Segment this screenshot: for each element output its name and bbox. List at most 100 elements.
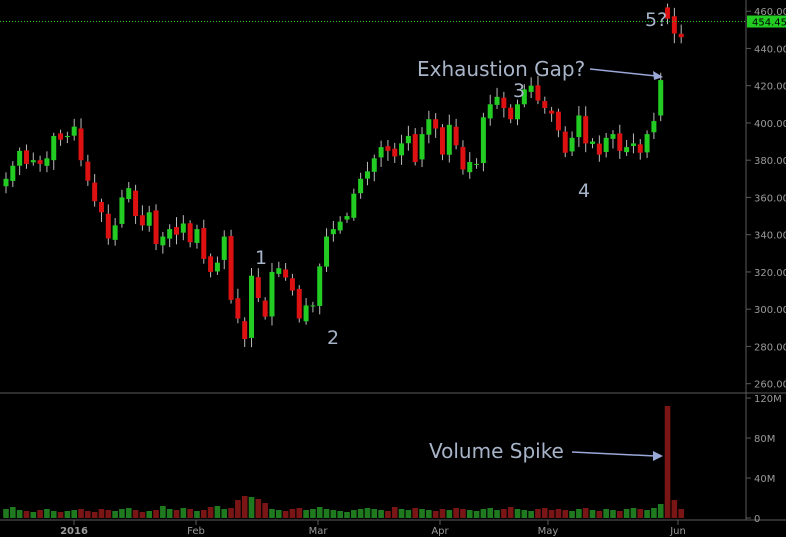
candle-body <box>289 278 295 291</box>
candle-body <box>105 213 111 239</box>
candle-body <box>78 128 84 161</box>
candle-body <box>160 236 166 246</box>
volume-tick-label: 120M <box>754 394 782 405</box>
candle-body <box>337 221 343 231</box>
candlesticks <box>3 3 684 348</box>
volume-bar <box>16 510 23 518</box>
candle-body <box>501 97 507 109</box>
volume-bar <box>446 510 453 518</box>
volume-bar <box>337 511 343 518</box>
volume-bar <box>480 509 487 518</box>
candle-body <box>364 171 370 179</box>
volume-bar <box>98 509 105 518</box>
arrow-volume-spike <box>571 451 656 457</box>
candle-body <box>515 104 520 120</box>
candle-body <box>624 147 630 153</box>
volume-bar <box>351 510 357 518</box>
candle-body <box>678 33 684 38</box>
price-tick-label: 300.00 <box>754 305 786 316</box>
volume-bar <box>23 511 30 518</box>
volume-bar <box>678 509 684 518</box>
candle-body <box>603 137 609 152</box>
candle-body <box>371 158 377 172</box>
candle-body <box>214 262 220 272</box>
volume-bar <box>473 511 480 518</box>
candle-body <box>487 104 493 119</box>
volume-bars <box>3 406 684 518</box>
volume-axis-ticks: 120M 80M 40M 0 <box>746 394 782 525</box>
candle-body <box>255 277 261 299</box>
candle-body <box>283 269 289 278</box>
volume-bar <box>166 509 173 518</box>
volume-bar <box>432 511 439 518</box>
candle-body <box>590 141 596 144</box>
volume-bar <box>364 508 371 518</box>
volume-bar <box>630 508 637 518</box>
volume-bar <box>85 511 91 518</box>
annotation-exhaustion-gap: Exhaustion Gap? <box>417 57 585 81</box>
candle-body <box>98 201 104 213</box>
candle-body <box>671 16 677 34</box>
volume-bar <box>78 509 84 518</box>
x-tick-label: Feb <box>187 526 205 537</box>
volume-bar <box>180 508 187 518</box>
volume-bar <box>426 510 432 518</box>
volume-bar <box>412 508 418 518</box>
volume-bar <box>248 497 255 518</box>
volume-bar <box>262 503 268 518</box>
candle-body <box>51 135 57 161</box>
volume-bar <box>235 500 241 518</box>
volume-bar <box>439 509 446 518</box>
candle-body <box>119 197 125 224</box>
volume-bar <box>37 510 43 518</box>
candle-body <box>303 305 309 322</box>
volume-bar <box>323 509 330 518</box>
candle-body <box>10 165 16 181</box>
volume-bar <box>289 509 296 518</box>
volume-bar <box>555 509 562 518</box>
last-price-tag <box>747 15 786 28</box>
candle-body <box>358 178 364 194</box>
volume-bar <box>241 496 248 518</box>
candle-body <box>324 236 330 267</box>
last-price-label: 454.45 <box>752 18 786 29</box>
volume-bar <box>10 507 16 518</box>
volume-bar <box>282 511 289 518</box>
candle-body <box>249 275 255 338</box>
candle-body <box>494 96 500 105</box>
candle-body <box>276 268 282 274</box>
volume-bar <box>610 510 616 518</box>
wave-label-5: 5? <box>645 9 667 31</box>
candle-body <box>71 126 77 136</box>
candle-body <box>330 229 336 235</box>
volume-bar <box>214 506 221 518</box>
volume-tick-label: 80M <box>754 434 775 445</box>
candle-body <box>562 131 568 153</box>
candle-body <box>269 271 275 317</box>
volume-bar <box>132 510 139 518</box>
candle-body <box>433 119 439 129</box>
volume-bar <box>589 510 596 518</box>
candle-body <box>467 162 473 173</box>
volume-bar <box>160 506 166 518</box>
price-tick-label: 440.00 <box>754 44 786 55</box>
volume-bar <box>71 510 77 518</box>
candle-body <box>235 298 241 319</box>
volume-bar <box>316 507 323 518</box>
price-tick-label: 420.00 <box>754 82 786 93</box>
volume-bar <box>221 509 228 518</box>
candle-body <box>153 210 159 244</box>
volume-bar <box>344 512 350 518</box>
volume-bar <box>296 508 303 518</box>
volume-bar <box>105 510 112 518</box>
candle-body <box>228 236 234 300</box>
volume-bar <box>487 508 494 518</box>
candle-body <box>37 160 43 164</box>
candle-body <box>180 223 186 233</box>
volume-bar <box>125 508 132 518</box>
candle-body <box>555 111 561 131</box>
candle-body <box>310 305 316 307</box>
candle-body <box>508 107 514 120</box>
volume-bar <box>419 509 425 518</box>
candle-body <box>630 143 636 146</box>
